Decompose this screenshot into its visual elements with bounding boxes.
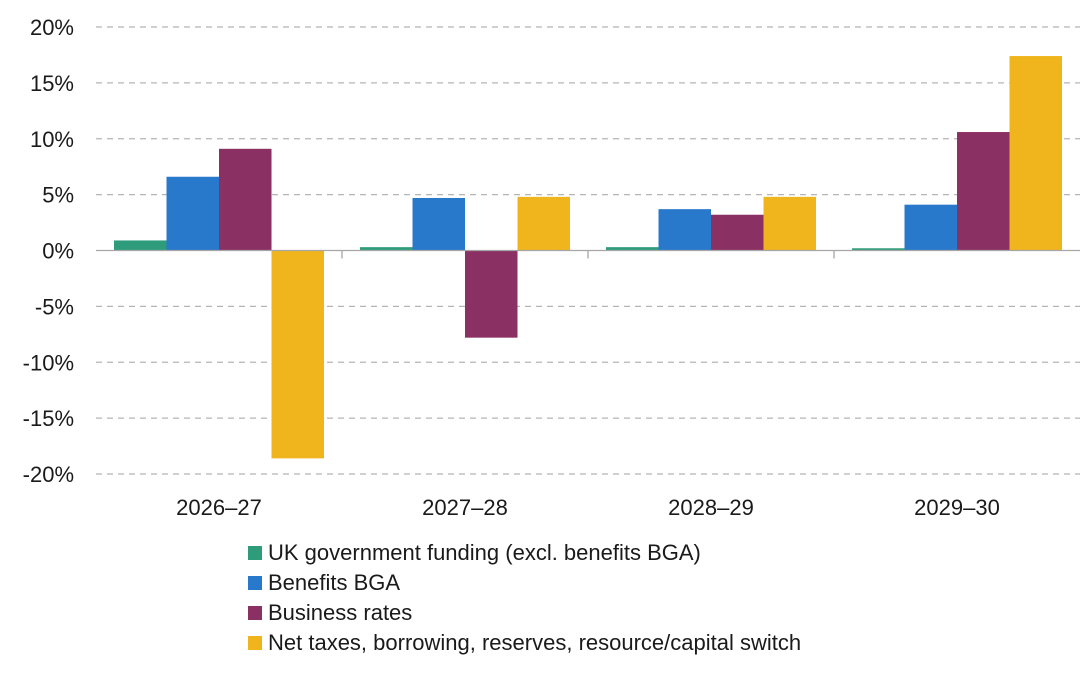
bar bbox=[271, 250, 324, 459]
x-tick-label: 2027–28 bbox=[422, 495, 508, 520]
y-tick-label: 20% bbox=[30, 15, 74, 40]
legend-label: UK government funding (excl. benefits BG… bbox=[268, 540, 701, 565]
legend-swatch bbox=[248, 576, 262, 590]
x-tick-label: 2026–27 bbox=[176, 495, 262, 520]
x-axis bbox=[96, 249, 1080, 259]
legend-label: Business rates bbox=[268, 600, 413, 625]
bar bbox=[606, 247, 659, 251]
legend-item-uk-government-funding: UK government funding (excl. benefits BG… bbox=[248, 538, 801, 568]
bar bbox=[166, 176, 219, 251]
legend-swatch bbox=[248, 606, 262, 620]
y-tick-label: 15% bbox=[30, 71, 74, 96]
legend-label: Benefits BGA bbox=[268, 570, 401, 595]
y-tick-label: -20% bbox=[23, 462, 74, 487]
bar bbox=[360, 247, 413, 251]
bar bbox=[219, 148, 272, 251]
legend-item-net-taxes: Net taxes, borrowing, reserves, resource… bbox=[248, 628, 801, 658]
bar bbox=[658, 209, 711, 251]
x-tick-label: 2029–30 bbox=[914, 495, 1000, 520]
bar bbox=[114, 240, 167, 251]
x-axis-tick-labels: 2026–27 2027–28 2028–29 2029–30 bbox=[176, 495, 1000, 520]
bars bbox=[114, 56, 1062, 459]
bar bbox=[763, 196, 816, 251]
y-tick-label: -10% bbox=[23, 350, 74, 375]
bar bbox=[957, 132, 1010, 251]
bar bbox=[517, 196, 570, 251]
legend-item-benefits-bga: Benefits BGA bbox=[248, 568, 801, 598]
bar bbox=[711, 214, 764, 251]
y-axis-tick-labels: 20% 15% 10% 5% 0% -5% -10% -15% -20% bbox=[23, 15, 74, 487]
bar bbox=[1009, 56, 1062, 251]
legend-item-business-rates: Business rates bbox=[248, 598, 801, 628]
y-tick-label: 10% bbox=[30, 127, 74, 152]
y-tick-label: -15% bbox=[23, 406, 74, 431]
legend-swatch bbox=[248, 546, 262, 560]
bar bbox=[412, 197, 465, 251]
bar bbox=[904, 204, 957, 251]
y-tick-label: 0% bbox=[42, 239, 74, 264]
y-tick-label: -5% bbox=[35, 294, 74, 319]
legend-swatch bbox=[248, 636, 262, 650]
legend-label: Net taxes, borrowing, reserves, resource… bbox=[268, 630, 802, 655]
bar bbox=[465, 250, 518, 338]
x-tick-label: 2028–29 bbox=[668, 495, 754, 520]
y-tick-label: 5% bbox=[42, 183, 74, 208]
legend: UK government funding (excl. benefits BG… bbox=[248, 538, 801, 658]
bar bbox=[852, 248, 905, 251]
